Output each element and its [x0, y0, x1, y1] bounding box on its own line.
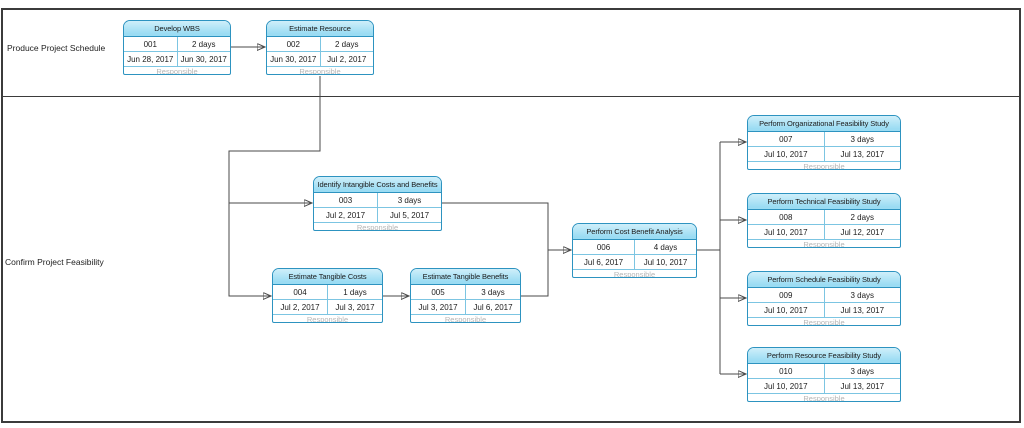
task-responsible: Responsible	[306, 315, 349, 323]
task-start-date: Jul 6, 2017	[573, 255, 635, 269]
task-responsible: Responsible	[356, 223, 399, 231]
task-node-perform-organizational-feasibility-study[interactable]: Perform Organizational Feasibility Study…	[747, 115, 901, 170]
task-end-date: Jul 3, 2017	[335, 302, 375, 312]
task-end-date: Jul 13, 2017	[840, 381, 885, 391]
task-id: 005	[411, 285, 466, 299]
task-duration: 2 days	[191, 39, 216, 49]
task-end-date: Jul 5, 2017	[389, 210, 430, 220]
task-end-date: Jun 30, 2017	[180, 54, 227, 64]
task-responsible: Responsible	[613, 270, 656, 278]
task-title: Perform Cost Benefit Analysis	[573, 224, 696, 240]
task-duration: 3 days	[850, 290, 875, 300]
task-end-date: Jul 13, 2017	[840, 149, 885, 159]
task-title: Perform Resource Feasibility Study	[748, 348, 900, 364]
task-start-date: Jul 10, 2017	[748, 379, 825, 393]
task-end-date: Jul 12, 2017	[840, 227, 885, 237]
task-title: Identify Intangible Costs and Benefits	[314, 177, 441, 193]
task-title: Estimate Tangible Costs	[273, 269, 382, 285]
task-duration: 2 days	[334, 39, 359, 49]
task-title: Perform Technical Feasibility Study	[748, 194, 900, 210]
task-duration: 3 days	[850, 366, 875, 376]
connector-002-004	[228, 76, 321, 296]
task-end-date: Jul 2, 2017	[327, 54, 367, 64]
task-duration: 4 days	[653, 242, 678, 252]
task-responsible: Responsible	[803, 240, 845, 248]
task-node-estimate-tangible-benefits[interactable]: Estimate Tangible Benefits 005 3 days Ju…	[410, 268, 521, 323]
task-id: 006	[573, 240, 635, 254]
task-duration: 3 days	[850, 134, 875, 144]
task-end-date: Jul 13, 2017	[840, 305, 885, 315]
task-title: Perform Organizational Feasibility Study	[748, 116, 900, 132]
task-id: 004	[273, 285, 328, 299]
task-duration: 1 days	[343, 287, 367, 297]
task-start-date: Jun 30, 2017	[267, 52, 321, 66]
task-id: 002	[267, 37, 321, 51]
lane-divider	[1, 96, 1021, 97]
task-node-estimate-tangible-costs[interactable]: Estimate Tangible Costs 004 1 days Jul 2…	[272, 268, 383, 323]
task-end-date: Jul 6, 2017	[473, 302, 513, 312]
task-title: Estimate Tangible Benefits	[411, 269, 520, 285]
task-responsible: Responsible	[299, 67, 341, 75]
task-node-estimate-resource[interactable]: Estimate Resource 002 2 days Jun 30, 201…	[266, 20, 374, 75]
task-start-date: Jul 2, 2017	[273, 300, 328, 314]
task-start-date: Jul 10, 2017	[748, 225, 825, 239]
lane-label-confirm-project-feasibility: Confirm Project Feasibility	[5, 257, 104, 267]
task-id: 007	[748, 132, 825, 146]
task-responsible: Responsible	[803, 162, 845, 170]
task-title: Develop WBS	[124, 21, 230, 37]
task-start-date: Jun 28, 2017	[124, 52, 178, 66]
task-node-perform-schedule-feasibility-study[interactable]: Perform Schedule Feasibility Study 009 3…	[747, 271, 901, 326]
diagram-outer-border	[1, 8, 1021, 423]
lane-label-produce-project-schedule: Produce Project Schedule	[7, 43, 106, 53]
task-responsible: Responsible	[444, 315, 487, 323]
task-title: Estimate Resource	[267, 21, 373, 37]
task-id: 008	[748, 210, 825, 224]
task-id: 010	[748, 364, 825, 378]
task-duration: 2 days	[850, 212, 875, 222]
task-responsible: Responsible	[156, 67, 198, 75]
task-id: 001	[124, 37, 178, 51]
task-start-date: Jul 10, 2017	[748, 303, 825, 317]
task-node-perform-resource-feasibility-study[interactable]: Perform Resource Feasibility Study 010 3…	[747, 347, 901, 402]
task-node-perform-cost-benefit-analysis[interactable]: Perform Cost Benefit Analysis 006 4 days…	[572, 223, 697, 278]
connector-005-junction	[521, 250, 549, 297]
task-responsible: Responsible	[803, 394, 845, 402]
task-node-identify-intangible-costs-and-benefits[interactable]: Identify Intangible Costs and Benefits 0…	[313, 176, 442, 231]
task-id: 003	[314, 193, 378, 207]
task-end-date: Jul 10, 2017	[643, 257, 688, 267]
task-start-date: Jul 10, 2017	[748, 147, 825, 161]
task-id: 009	[748, 288, 825, 302]
task-duration: 3 days	[397, 195, 422, 205]
task-start-date: Jul 3, 2017	[411, 300, 466, 314]
connector-003-006	[442, 202, 571, 250]
task-node-develop-wbs[interactable]: Develop WBS 001 2 days Jun 28, 2017 Jun …	[123, 20, 231, 75]
task-start-date: Jul 2, 2017	[314, 208, 378, 222]
task-responsible: Responsible	[803, 318, 845, 326]
task-node-perform-technical-feasibility-study[interactable]: Perform Technical Feasibility Study 008 …	[747, 193, 901, 248]
task-duration: 3 days	[481, 287, 505, 297]
task-title: Perform Schedule Feasibility Study	[748, 272, 900, 288]
